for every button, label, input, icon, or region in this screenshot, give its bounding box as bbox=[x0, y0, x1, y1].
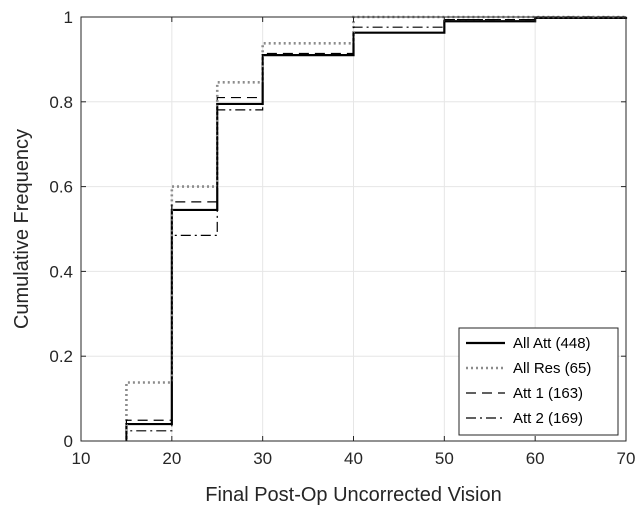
x-tick-label: 20 bbox=[162, 449, 181, 468]
legend-label-2: All Res (65) bbox=[513, 360, 591, 377]
legend-label-4: Att 2 (169) bbox=[513, 410, 583, 427]
x-tick-label: 50 bbox=[435, 449, 454, 468]
x-tick-label: 60 bbox=[526, 449, 545, 468]
y-tick-label: 0.8 bbox=[49, 93, 73, 112]
legend: All Att (448) All Res (65) Att 1 (163) Att … bbox=[458, 327, 619, 436]
legend-box bbox=[458, 327, 619, 436]
ticks: 10 20 30 40 50 60 70 0 0.2 0.4 0.6 0.8 1 bbox=[49, 8, 635, 468]
x-tick-label: 40 bbox=[344, 449, 363, 468]
legend-label-1: All Att (448) bbox=[513, 335, 591, 352]
x-tick-label: 10 bbox=[72, 449, 91, 468]
y-tick-label: 1 bbox=[64, 8, 73, 27]
y-tick-label: 0.6 bbox=[49, 178, 73, 197]
x-tick-label: 30 bbox=[253, 449, 272, 468]
x-tick-label: 70 bbox=[617, 449, 636, 468]
y-tick-label: 0 bbox=[64, 432, 73, 451]
series-line-4 bbox=[125, 16, 626, 441]
x-axis-label: Final Post-Op Uncorrected Vision bbox=[205, 484, 501, 506]
y-tick-label: 0.4 bbox=[49, 262, 73, 281]
y-axis-label: Cumulative Frequency bbox=[11, 129, 33, 329]
y-tick-label: 0.2 bbox=[49, 347, 73, 366]
legend-label-3: Att 1 (163) bbox=[513, 385, 583, 402]
